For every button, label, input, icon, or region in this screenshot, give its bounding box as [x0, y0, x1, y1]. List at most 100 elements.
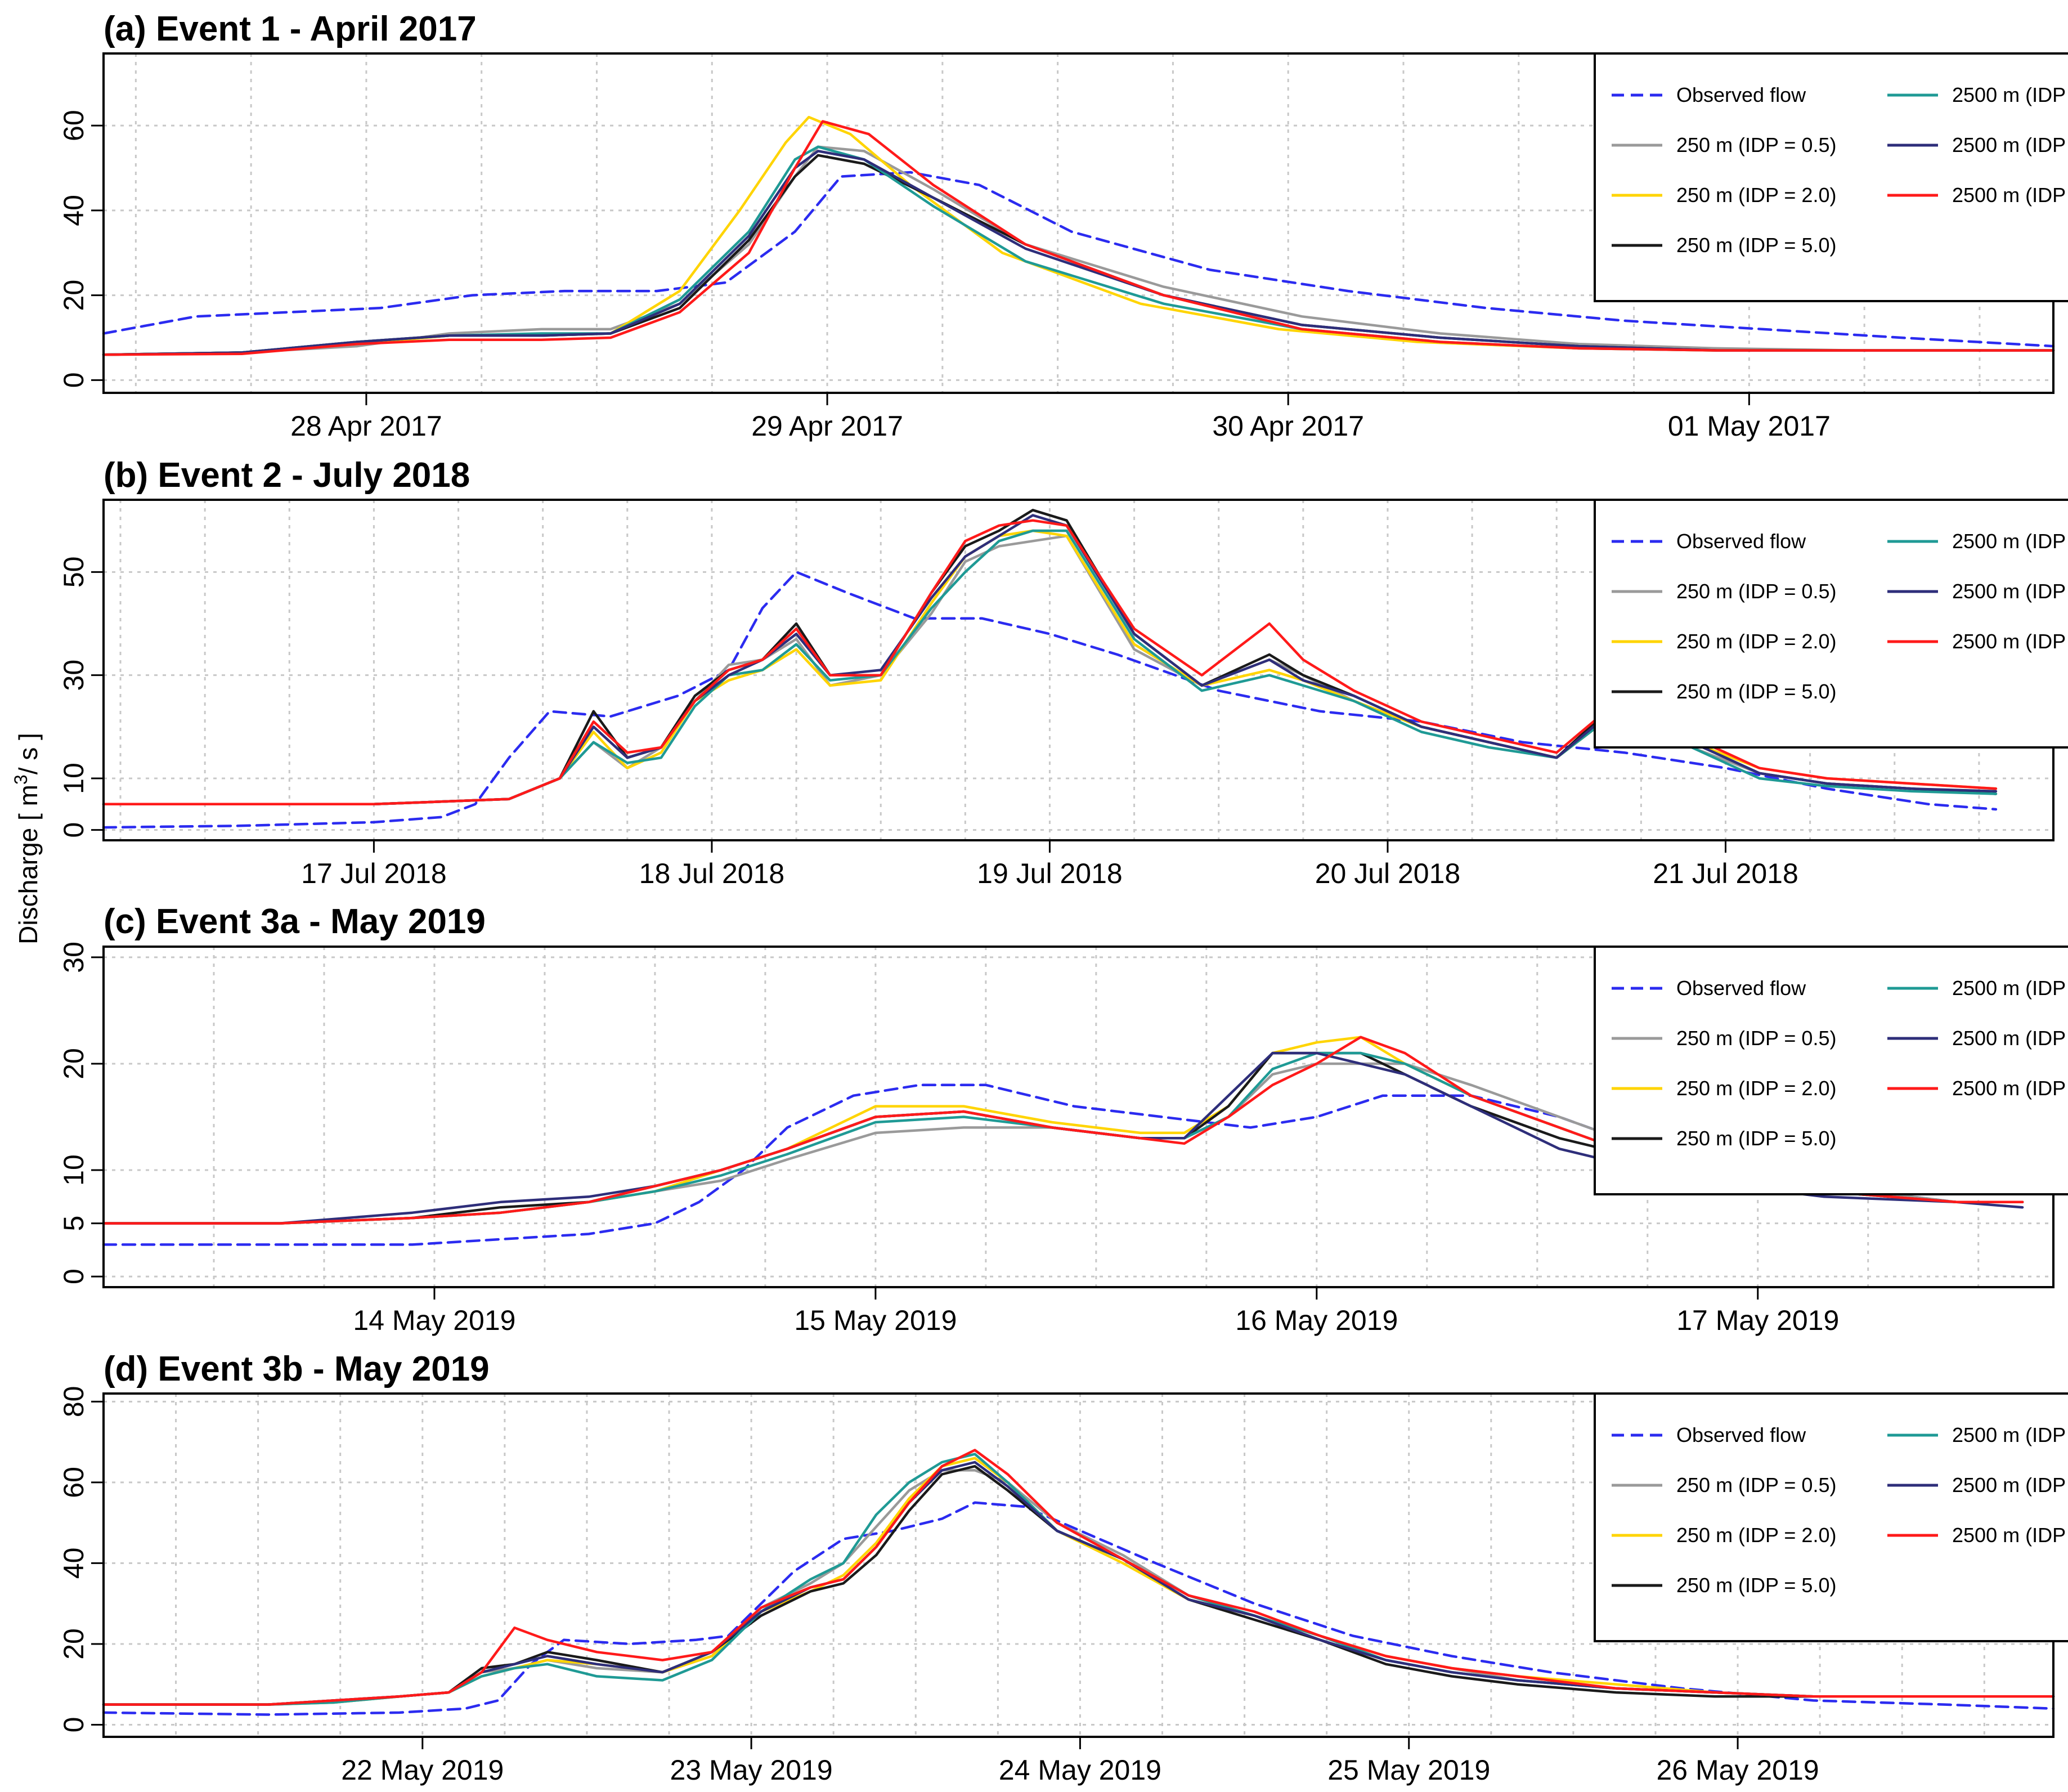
panel-c-xtick-label-3: 17 May 2019	[1676, 1305, 1839, 1336]
panel-d-series-3	[102, 1464, 2055, 1706]
panel-d-ytick-label-4: 80	[58, 1386, 89, 1418]
panel-a-legend-label-3: 250 m (IDP = 5.0)	[1676, 234, 1836, 257]
panel-d-series-5	[102, 1461, 2055, 1706]
panel-a-series	[102, 115, 2055, 356]
panel-d-y-axis: 0 20 40 60 80	[58, 1386, 104, 1733]
panel-c-xtick-label-2: 16 May 2019	[1235, 1305, 1398, 1336]
panel-d-ytick-label-3: 60	[58, 1467, 89, 1498]
panel-a-xtick-label-3: 01 May 2017	[1668, 410, 1831, 442]
panel-b-legend-label-0: Observed flow	[1676, 530, 1806, 553]
panel-c-xtick-label-0: 14 May 2019	[353, 1305, 515, 1336]
panel-d-ytick-label-1: 20	[58, 1628, 89, 1660]
panel-a-ytick-label-1: 20	[58, 280, 89, 311]
panel-c-y-axis: 0 5 10 20 30	[58, 942, 104, 1284]
panel-c-ytick-label-4: 30	[58, 942, 89, 973]
panel-b-legend-label-5: 2500 m (IDP = 2.0)	[1952, 580, 2068, 603]
panel-d-ytick-label-2: 40	[58, 1548, 89, 1579]
panel-b-legend-box	[1594, 499, 2068, 749]
panel-b-legend-label-3: 250 m (IDP = 5.0)	[1676, 680, 1836, 703]
panel-a: (a) Event 1 - April 2017 0 20 40 60 28 Apr …	[58, 10, 2068, 442]
panel-a-legend-label-6: 2500 m (IDP = 5.0)	[1952, 183, 2068, 207]
panel-c-ytick-label-1: 5	[58, 1216, 89, 1231]
panel-a-legend-label-1: 250 m (IDP = 0.5)	[1676, 133, 1836, 156]
panel-c-legend-label-1: 250 m (IDP = 0.5)	[1676, 1027, 1836, 1050]
panel-d-legend-label-1: 250 m (IDP = 0.5)	[1676, 1473, 1836, 1497]
panel-d-series-6	[102, 1449, 2055, 1706]
panel-b-xtick-label-3: 20 Jul 2018	[1315, 858, 1461, 889]
panel-c-title: (c) Event 3a - May 2019	[104, 902, 486, 941]
panel-b: (b) Event 2 - July 2018 0 10 30 50 17 Jul 2…	[58, 456, 2068, 889]
panel-c-legend: Observed flow 250 m (IDP = 0.5) 250 m (IDP…	[1594, 946, 2068, 1195]
panel-a-xtick-label-0: 28 Apr 2017	[290, 410, 442, 442]
panel-b-legend-label-6: 2500 m (IDP = 5.0)	[1952, 630, 2068, 653]
panel-a-series-1	[102, 145, 2055, 356]
panel-b-series-5	[102, 514, 1998, 806]
panel-d: (d) Event 3b - May 2019 0 20 40 60 80 22 May…	[58, 1350, 2068, 1786]
panel-b-legend-label-2: 250 m (IDP = 2.0)	[1676, 630, 1836, 653]
panel-b-xtick-label-1: 18 Jul 2018	[639, 858, 785, 889]
panel-a-title: (a) Event 1 - April 2017	[104, 10, 477, 48]
panel-c-x-axis: 14 May 2019 15 May 2019 16 May 2019 17 May …	[353, 1287, 1839, 1336]
panel-d-legend-label-4: 2500 m (IDP = 0.5)	[1952, 1423, 2068, 1446]
panel-c-legend-label-4: 2500 m (IDP = 0.5)	[1952, 976, 2068, 1000]
panel-d-xtick-label-4: 26 May 2019	[1657, 1754, 1819, 1786]
panel-b-x-axis: 17 Jul 2018 18 Jul 2018 19 Jul 2018 20 Jul …	[301, 840, 1798, 889]
panel-a-xtick-label-2: 30 Apr 2017	[1212, 410, 1364, 442]
panel-a-ytick-label-3: 60	[58, 110, 89, 141]
panel-c-legend-label-3: 250 m (IDP = 5.0)	[1676, 1127, 1836, 1150]
y-axis-label: Discharge [ m3/ s ]	[11, 733, 43, 944]
panel-a-xtick-label-1: 29 Apr 2017	[751, 410, 903, 442]
panel-b-series-4	[102, 529, 1998, 806]
panel-d-series	[102, 1449, 2055, 1716]
panel-c-legend-label-2: 250 m (IDP = 2.0)	[1676, 1077, 1836, 1100]
panel-b-series-6	[102, 519, 1998, 806]
panel-d-xtick-label-2: 24 May 2019	[999, 1754, 1161, 1786]
panel-a-y-axis: 0 20 40 60	[58, 110, 104, 388]
panel-b-legend-label-4: 2500 m (IDP = 0.5)	[1952, 530, 2068, 553]
panel-a-series-6	[102, 120, 2055, 356]
panel-b-xtick-label-0: 17 Jul 2018	[301, 858, 447, 889]
panel-d-legend-label-3: 250 m (IDP = 5.0)	[1676, 1574, 1836, 1597]
panel-b-ytick-label-3: 50	[58, 557, 89, 588]
panel-a-legend-box	[1594, 52, 2068, 302]
panel-c-legend-label-6: 2500 m (IDP = 5.0)	[1952, 1077, 2068, 1100]
panel-d-x-axis: 22 May 2019 23 May 2019 24 May 2019 25 May …	[341, 1737, 1819, 1786]
panel-a-legend-label-0: Observed flow	[1676, 83, 1806, 106]
panel-b-series-0	[102, 571, 1998, 829]
panel-a-ytick-label-2: 40	[58, 195, 89, 226]
panel-d-xtick-label-3: 25 May 2019	[1327, 1754, 1490, 1786]
panel-b-series	[102, 509, 1998, 829]
panel-b-title: (b) Event 2 - July 2018	[104, 456, 470, 495]
panel-d-legend-label-5: 2500 m (IDP = 2.0)	[1952, 1473, 2068, 1497]
panel-c-ytick-label-2: 10	[58, 1154, 89, 1186]
panel-d-legend-label-6: 2500 m (IDP = 5.0)	[1952, 1524, 2068, 1547]
panel-b-y-axis: 0 10 30 50	[58, 557, 104, 838]
panel-b-xtick-label-4: 21 Jul 2018	[1653, 858, 1798, 889]
panel-c-legend-label-0: Observed flow	[1676, 976, 1806, 1000]
panel-d-xtick-label-0: 22 May 2019	[341, 1754, 504, 1786]
panel-d-ytick-label-0: 0	[58, 1717, 89, 1733]
panel-d-legend-label-0: Observed flow	[1676, 1423, 1806, 1446]
panel-a-series-5	[102, 150, 2055, 356]
panel-b-ytick-label-0: 0	[58, 822, 89, 838]
panel-c-ytick-label-0: 0	[58, 1269, 89, 1284]
panel-b-xtick-label-2: 19 Jul 2018	[977, 858, 1123, 889]
panel-a-legend: Observed flow 250 m (IDP = 0.5) 250 m (IDP…	[1594, 52, 2068, 302]
panel-b-ytick-label-2: 30	[58, 660, 89, 691]
panel-a-legend-label-2: 250 m (IDP = 2.0)	[1676, 183, 1836, 207]
panel-d-legend-label-2: 250 m (IDP = 2.0)	[1676, 1524, 1836, 1547]
panel-b-ytick-label-1: 10	[58, 763, 89, 794]
panel-d-title: (d) Event 3b - May 2019	[104, 1350, 490, 1388]
panel-a-series-0	[102, 171, 2055, 348]
panel-c-legend-box	[1594, 946, 2068, 1195]
panel-a-legend-label-5: 2500 m (IDP = 2.0)	[1952, 133, 2068, 156]
panel-d-legend-box	[1594, 1392, 2068, 1642]
panel-c: (c) Event 3a - May 2019 0 5 10 20 30 14 May …	[58, 902, 2068, 1336]
panel-a-legend-label-4: 2500 m (IDP = 0.5)	[1952, 83, 2068, 106]
panel-d-legend: Observed flow 250 m (IDP = 0.5) 250 m (IDP…	[1594, 1392, 2068, 1642]
panel-a-x-axis: 28 Apr 2017 29 Apr 2017 30 Apr 2017 01 May …	[290, 393, 1831, 442]
panel-d-xtick-label-1: 23 May 2019	[670, 1754, 833, 1786]
panel-a-ytick-label-0: 0	[58, 372, 89, 388]
panel-b-legend-label-1: 250 m (IDP = 0.5)	[1676, 580, 1836, 603]
panel-c-legend-label-5: 2500 m (IDP = 2.0)	[1952, 1027, 2068, 1050]
